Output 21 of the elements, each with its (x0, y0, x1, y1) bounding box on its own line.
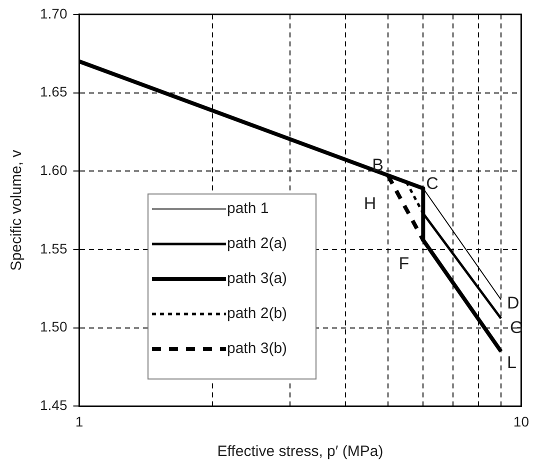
annotation: L (506, 353, 516, 372)
annotation: C (426, 174, 438, 194)
y-axis-title: Specific volume, v (8, 149, 26, 271)
legend-label: path 1 (227, 200, 269, 218)
annotation: D (506, 293, 520, 312)
legend-label: path 2(a) (227, 235, 288, 252)
x-tick-label: 1 (75, 413, 84, 430)
y-tick-label: 1.45 (40, 397, 68, 414)
annotation: B (372, 156, 384, 175)
y-tick-label: 1.55 (40, 240, 68, 256)
annotation: H (364, 194, 376, 214)
annotation: F (398, 254, 410, 273)
x-axis-title: Effective stress, p′ (MPa) (217, 443, 384, 460)
y-tick-label: 1.60 (40, 162, 68, 178)
y-tick-label: 1.70 (40, 5, 68, 22)
y-tick-label: 1.65 (40, 84, 68, 100)
legend-label: path 2(b) (227, 305, 288, 322)
legend-label: path 3(b) (227, 340, 288, 358)
y-tick-label: 1.50 (40, 318, 68, 335)
legend-label: path 3(a) (227, 270, 288, 288)
x-tick-label: 10 (513, 413, 530, 430)
